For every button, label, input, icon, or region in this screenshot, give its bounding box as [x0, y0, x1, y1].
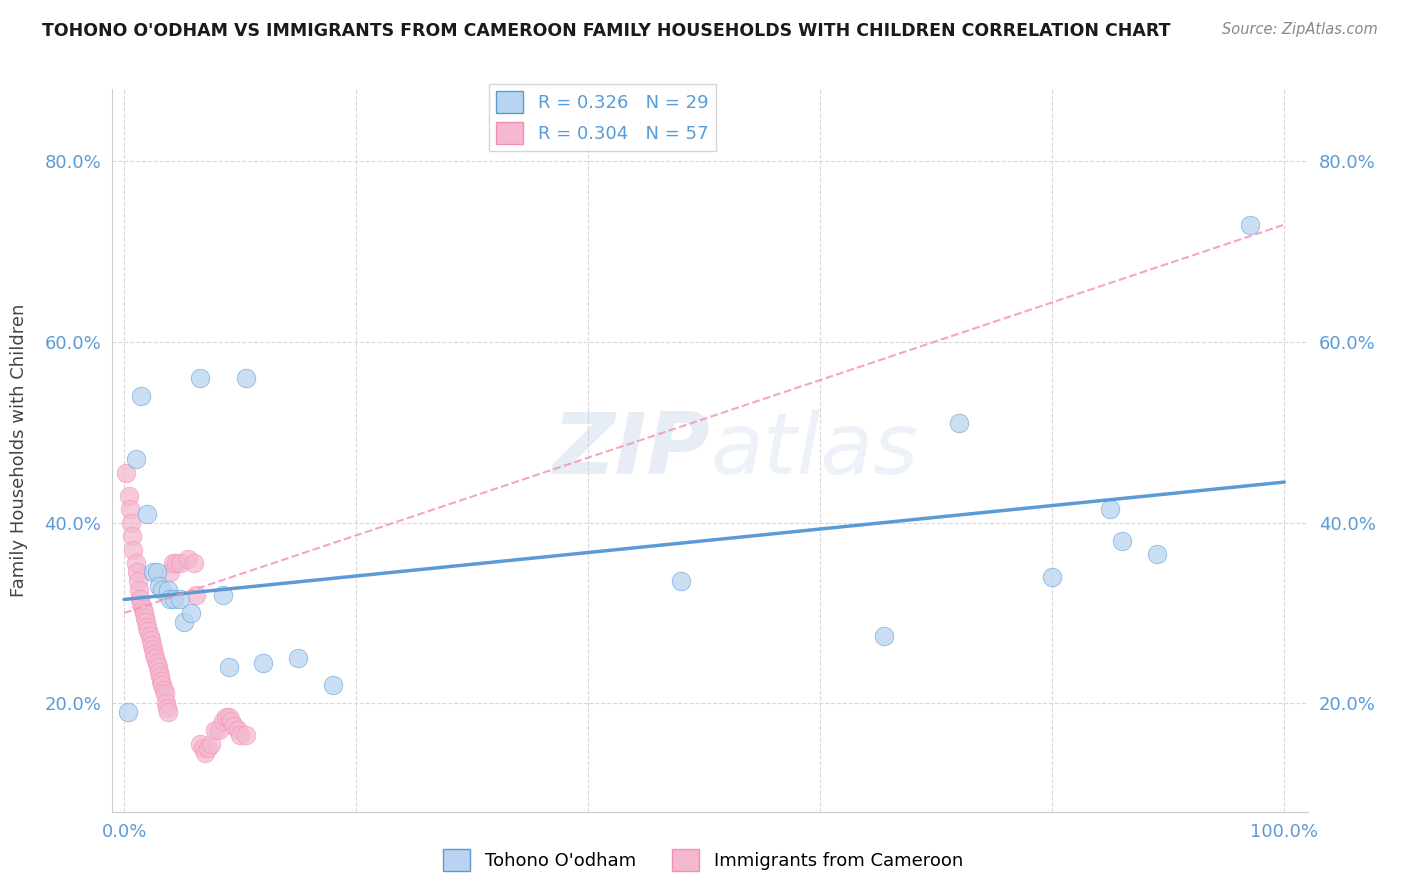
- Point: [125, 566, 148, 580]
- Point: [215, 710, 238, 724]
- Point: [669, 574, 692, 589]
- Point: [159, 566, 181, 580]
- Point: [139, 633, 162, 648]
- Point: [149, 669, 172, 683]
- Point: [235, 728, 257, 742]
- Point: [127, 574, 149, 589]
- Point: [224, 719, 246, 733]
- Point: [159, 592, 181, 607]
- Point: [235, 371, 257, 385]
- Point: [152, 682, 174, 697]
- Point: [169, 557, 191, 571]
- Point: [169, 592, 191, 607]
- Point: [122, 542, 145, 557]
- Point: [142, 566, 165, 580]
- Point: [191, 741, 214, 756]
- Point: [252, 656, 274, 670]
- Point: [184, 588, 207, 602]
- Point: [136, 507, 159, 521]
- Point: [131, 597, 153, 611]
- Point: [125, 452, 148, 467]
- Point: [173, 615, 195, 629]
- Point: [180, 606, 202, 620]
- Point: [873, 629, 896, 643]
- Point: [118, 502, 141, 516]
- Point: [162, 557, 184, 571]
- Point: [145, 566, 167, 580]
- Point: [128, 583, 150, 598]
- Point: [134, 610, 156, 624]
- Point: [157, 706, 180, 720]
- Point: [115, 466, 138, 480]
- Point: [141, 638, 163, 652]
- Legend: R = 0.326   N = 29, R = 0.304   N = 57: R = 0.326 N = 29, R = 0.304 N = 57: [489, 84, 716, 152]
- Point: [135, 615, 157, 629]
- Point: [150, 583, 173, 598]
- Point: [129, 592, 152, 607]
- Point: [1040, 570, 1063, 584]
- Point: [322, 678, 344, 692]
- Point: [156, 701, 179, 715]
- Point: [155, 696, 177, 710]
- Point: [188, 737, 211, 751]
- Point: [136, 619, 159, 633]
- Point: [118, 489, 141, 503]
- Point: [131, 389, 153, 403]
- Point: [204, 723, 226, 738]
- Point: [219, 714, 242, 729]
- Point: [132, 606, 155, 620]
- Point: [218, 710, 240, 724]
- Text: ZIP: ZIP: [553, 409, 710, 492]
- Text: atlas: atlas: [710, 409, 918, 492]
- Point: [145, 656, 167, 670]
- Point: [142, 642, 165, 657]
- Point: [211, 588, 233, 602]
- Point: [1111, 533, 1133, 548]
- Point: [125, 557, 148, 571]
- Y-axis label: Family Households with Children: Family Households with Children: [10, 304, 28, 597]
- Text: TOHONO O'ODHAM VS IMMIGRANTS FROM CAMEROON FAMILY HOUSEHOLDS WITH CHILDREN CORRE: TOHONO O'ODHAM VS IMMIGRANTS FROM CAMERO…: [42, 22, 1171, 40]
- Point: [1146, 547, 1168, 561]
- Point: [197, 741, 219, 756]
- Point: [143, 647, 166, 661]
- Point: [1099, 502, 1122, 516]
- Point: [145, 651, 167, 665]
- Point: [218, 660, 240, 674]
- Point: [121, 529, 143, 543]
- Legend: Tohono O'odham, Immigrants from Cameroon: Tohono O'odham, Immigrants from Cameroon: [436, 842, 970, 879]
- Point: [157, 583, 180, 598]
- Point: [120, 516, 142, 530]
- Point: [148, 579, 170, 593]
- Point: [117, 706, 139, 720]
- Point: [287, 651, 309, 665]
- Point: [177, 551, 200, 566]
- Point: [208, 723, 231, 738]
- Point: [211, 714, 233, 729]
- Point: [148, 665, 170, 679]
- Point: [150, 673, 173, 688]
- Text: Source: ZipAtlas.com: Source: ZipAtlas.com: [1222, 22, 1378, 37]
- Point: [138, 624, 160, 639]
- Point: [194, 746, 217, 760]
- Point: [188, 371, 211, 385]
- Point: [153, 687, 176, 701]
- Point: [200, 737, 222, 751]
- Point: [1239, 218, 1261, 232]
- Point: [226, 723, 249, 738]
- Point: [165, 557, 187, 571]
- Point: [138, 629, 160, 643]
- Point: [948, 417, 970, 431]
- Point: [146, 660, 169, 674]
- Point: [131, 601, 153, 615]
- Point: [229, 728, 252, 742]
- Point: [163, 592, 186, 607]
- Point: [150, 678, 173, 692]
- Point: [183, 557, 205, 571]
